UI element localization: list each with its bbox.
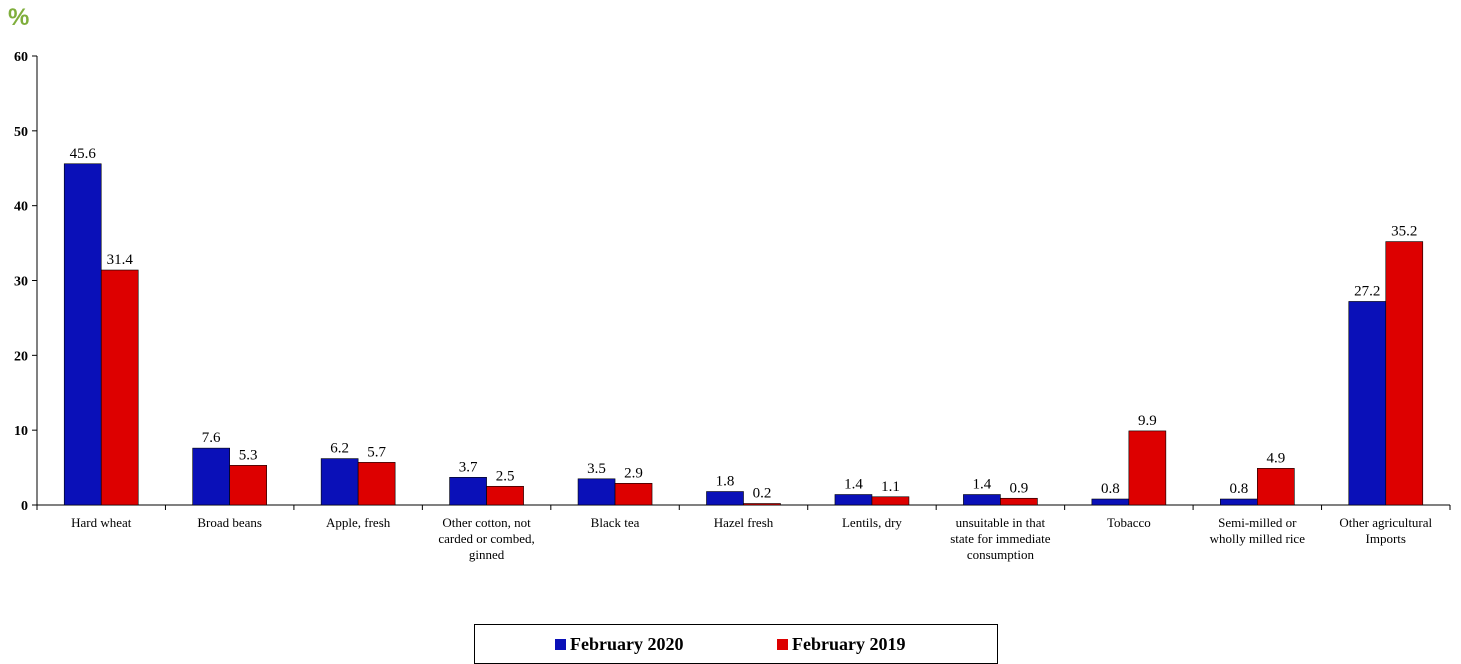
data-label: 1.8 [716,474,735,490]
bar-1 [320,458,359,506]
bar-1 [1348,301,1387,506]
bar-2 [1128,430,1167,506]
x-tick-label: Hard wheat [71,515,132,530]
bar-2 [357,462,396,506]
legend-label-series-1: February 2020 [570,634,684,654]
bar-2 [743,503,781,506]
x-tick-label: Black tea [591,515,640,530]
bar-2 [1257,468,1295,506]
y-tick-label: 50 [14,125,28,140]
y-unit-label: % [8,4,30,31]
data-label: 1.1 [881,479,900,495]
data-label: 35.2 [1391,224,1417,240]
data-label: 1.4 [844,477,863,493]
data-label: 3.5 [587,461,606,477]
x-tick-label: Hazel fresh [714,515,774,530]
legend-item-series-2: February 2019 [777,634,905,655]
bar-2 [1000,497,1038,506]
x-tick-label: Apple, fresh [326,515,391,530]
data-label: 27.2 [1354,283,1380,299]
bar-2 [100,269,139,506]
bar-1 [706,491,744,506]
data-label: 45.6 [70,146,97,162]
data-label: 0.8 [1229,481,1248,497]
data-label: 7.6 [202,430,221,446]
x-tick-label: Tobacco [1107,515,1151,530]
x-tick-label: Other cotton, not carded or combed, ginned [438,515,534,562]
y-tick-label: 60 [14,50,28,65]
x-tick-label: Other agricultural Imports [1339,515,1432,546]
data-label: 0.2 [753,486,772,502]
data-label: 4.9 [1266,450,1285,466]
bar-2 [229,465,267,506]
bar-1 [1220,498,1258,506]
legend-item-series-1: February 2020 [555,634,683,655]
x-tick-label: Lentils, dry [842,515,902,530]
y-tick-label: 40 [14,200,28,215]
bar-2 [614,482,653,506]
y-tick-label: 10 [14,424,28,439]
bar-2 [1385,241,1424,506]
data-label: 3.7 [459,459,478,475]
legend-swatch-series-1 [555,639,566,650]
bar-1 [834,494,873,506]
bar-1 [1091,498,1130,506]
data-label: 0.9 [1010,480,1029,496]
data-label: 5.3 [239,447,258,463]
data-label: 1.4 [973,477,992,493]
data-label: 6.2 [330,441,349,457]
y-tick-label: 30 [14,275,28,290]
bar-1 [449,477,487,506]
data-label: 9.9 [1138,413,1157,429]
bar-1 [963,494,1001,506]
bar-2 [486,485,524,506]
y-tick-label: 20 [14,349,28,364]
legend-label-series-2: February 2019 [792,634,906,654]
data-label: 31.4 [107,252,134,268]
data-label: 2.5 [496,468,515,484]
y-tick-label: 0 [21,499,28,514]
bar-2 [871,496,910,506]
x-tick-label: unsuitable in that state for immediate con… [950,515,1051,562]
data-label: 5.7 [367,444,386,460]
bar-1 [63,163,102,506]
x-tick-label: Broad beans [197,515,262,530]
data-label: 2.9 [624,465,643,481]
legend: February 2020 February 2019 [474,624,998,664]
bar-1 [577,478,616,506]
x-tick-label: Semi-milled or wholly milled rice [1210,515,1306,546]
bar-1 [192,447,230,506]
legend-swatch-series-2 [777,639,788,650]
bar-chart: 0 10 20 30 40 50 60 45.6 31.4 Hard wheat 7.6 5.3 Bro… [14,50,1451,562]
data-label: 0.8 [1101,481,1120,497]
